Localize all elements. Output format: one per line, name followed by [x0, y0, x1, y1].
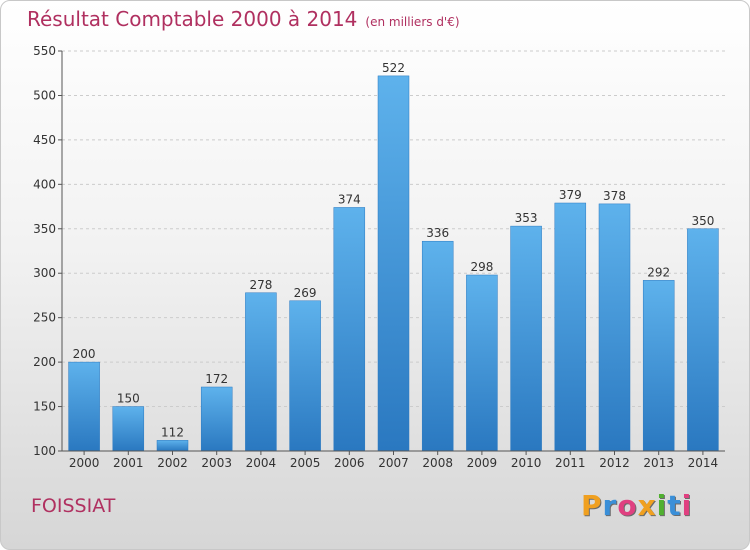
- x-tick-label: 2014: [688, 456, 719, 470]
- y-tick-label: 150: [33, 400, 56, 414]
- title-text: Résultat Comptable 2000 à 2014: [27, 7, 358, 31]
- x-tick-label: 2008: [422, 456, 453, 470]
- bar-value-label: 353: [515, 211, 538, 225]
- y-tick-label: 200: [33, 355, 56, 369]
- bar: [156, 440, 189, 452]
- bar-value-label: 379: [559, 188, 582, 202]
- bar-value-label: 522: [382, 61, 405, 75]
- bar-value-label: 378: [603, 189, 626, 203]
- commune-name: FOISSIAT: [31, 495, 116, 517]
- y-tick-label: 350: [33, 222, 56, 236]
- bar-value-label: 374: [338, 192, 361, 206]
- y-tick-label: 500: [33, 88, 56, 102]
- logo-letter: i: [656, 489, 668, 522]
- unit-label: (en milliers d'€): [365, 15, 460, 29]
- bar: [112, 406, 145, 452]
- logo-letter: o: [617, 489, 638, 522]
- x-tick-label: 2006: [334, 456, 365, 470]
- bar: [333, 207, 366, 452]
- bar: [377, 75, 410, 452]
- logo-letter: i: [681, 489, 693, 522]
- x-tick-label: 2010: [511, 456, 542, 470]
- bar: [598, 203, 631, 452]
- logo-letter: r: [602, 489, 618, 522]
- bar-value-label: 269: [294, 286, 317, 300]
- axes: 100 150 200 250 300 350 400 450 500 550 2000 2001 20…: [33, 44, 725, 470]
- x-tick-label: 2002: [157, 456, 188, 470]
- logo-letter: P: [581, 489, 603, 522]
- bars: 200 150 112 172 278 269 374 522 336 298 353 379 378 2…: [68, 61, 719, 452]
- bar: [687, 228, 719, 452]
- x-tick-label: 2004: [246, 456, 277, 470]
- bar-value-label: 150: [117, 392, 140, 406]
- logo-letter: x: [637, 489, 657, 522]
- bar: [642, 280, 675, 452]
- y-tick-label: 100: [33, 444, 56, 458]
- x-tick-label: 2013: [643, 456, 674, 470]
- bar: [200, 386, 233, 452]
- x-tick-label: 2007: [378, 456, 409, 470]
- chart-title: Résultat Comptable 2000 à 2014 (en millie…: [27, 7, 460, 31]
- y-tick-label: 250: [33, 311, 56, 325]
- x-tick-label: 2001: [113, 456, 144, 470]
- bar: [421, 240, 454, 452]
- bar-value-label: 336: [426, 226, 449, 240]
- x-tick-label: 2003: [201, 456, 232, 470]
- x-tick-label: 2009: [467, 456, 498, 470]
- x-tick-label: 2011: [555, 456, 586, 470]
- y-tick-label: 550: [33, 44, 56, 58]
- bar-value-label: 350: [691, 214, 714, 228]
- bar: [554, 202, 587, 452]
- x-tick-label: 2012: [599, 456, 630, 470]
- bar-value-label: 172: [205, 372, 228, 386]
- bar-value-label: 298: [470, 260, 493, 274]
- x-tick-label: 2005: [290, 456, 321, 470]
- bar: [510, 225, 542, 452]
- proxiti-logo: Proxiti: [581, 489, 692, 522]
- bar: [289, 300, 321, 452]
- bar-value-label: 200: [73, 347, 96, 361]
- bar-value-label: 112: [161, 425, 184, 439]
- y-tick-label: 300: [33, 266, 56, 280]
- bar: [466, 274, 498, 452]
- x-tick-label: 2000: [69, 456, 100, 470]
- bar-value-label: 292: [647, 265, 670, 279]
- logo-letter: t: [667, 489, 682, 522]
- bar-value-label: 278: [249, 278, 272, 292]
- bar: [245, 292, 277, 452]
- y-tick-label: 450: [33, 133, 56, 147]
- bar: [68, 361, 100, 452]
- y-tick-label: 400: [33, 177, 56, 191]
